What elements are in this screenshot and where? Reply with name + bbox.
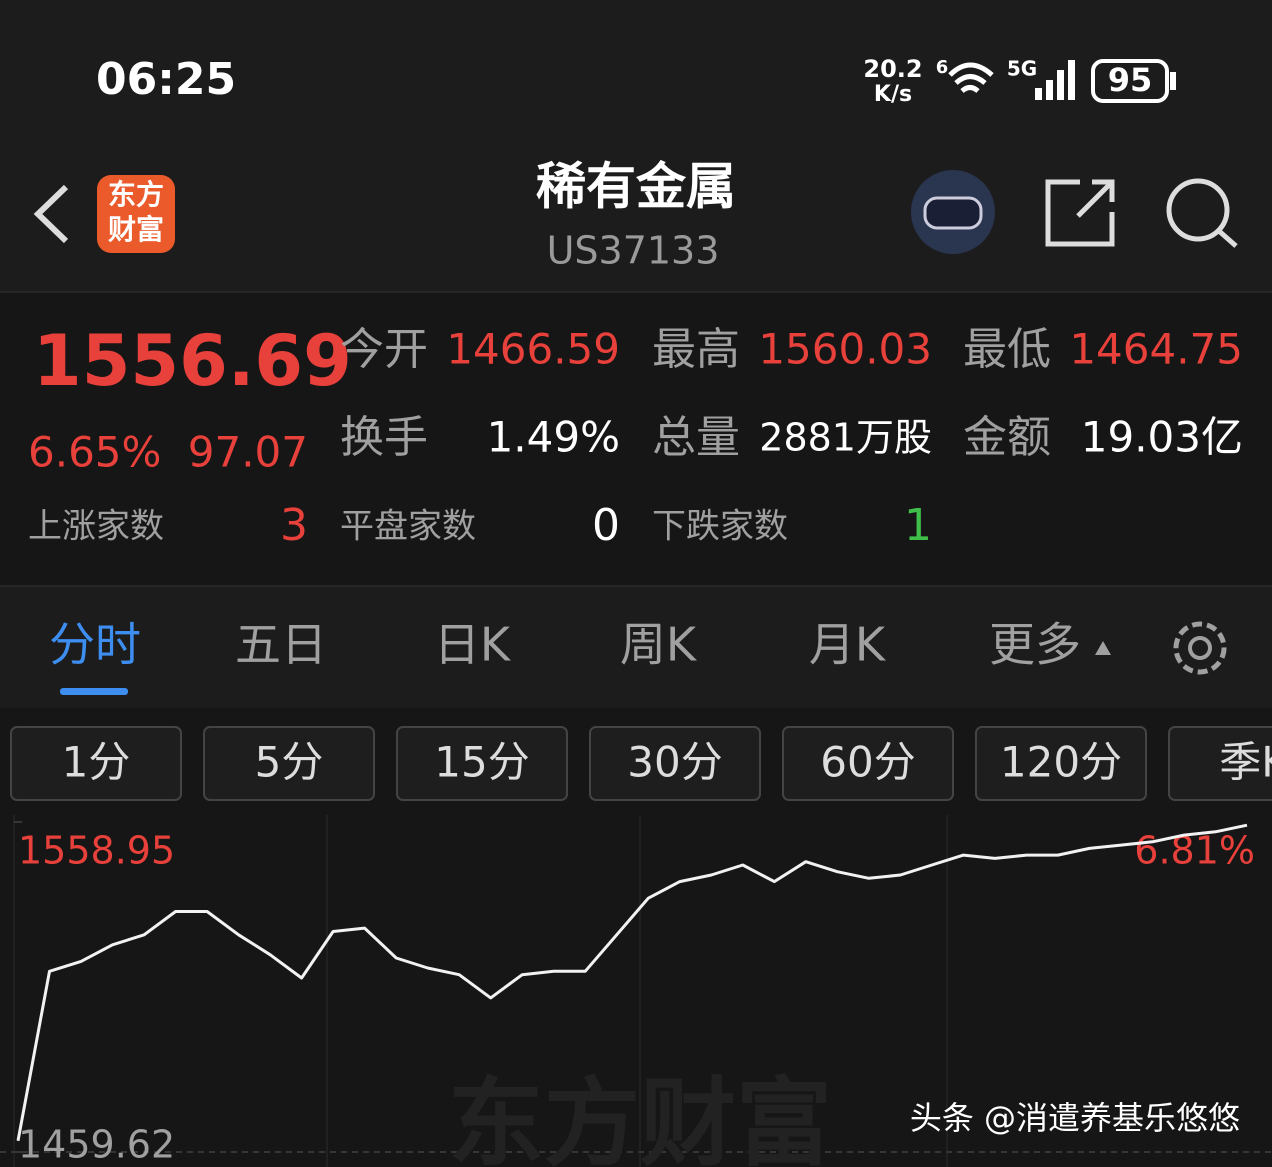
signal-bars bbox=[1035, 60, 1075, 100]
y-tick-label: 1558.95 bbox=[18, 829, 175, 873]
tab[interactable]: 更多 bbox=[989, 618, 1081, 672]
wifi-badge: 6 bbox=[936, 57, 949, 78]
back-button[interactable] bbox=[33, 184, 69, 244]
period-label: 季K bbox=[1219, 738, 1272, 787]
period-label: 15分 bbox=[434, 738, 529, 787]
price: 1556.69 bbox=[33, 320, 352, 402]
period-button[interactable] bbox=[396, 726, 568, 801]
battery bbox=[1091, 59, 1169, 103]
battery-level: 95 bbox=[1108, 61, 1153, 99]
period-label: 5分 bbox=[255, 738, 324, 787]
field-value: 1560.03 bbox=[758, 325, 932, 374]
watermark: 东方财富 bbox=[448, 1067, 832, 1167]
tab[interactable]: 月K bbox=[809, 618, 887, 672]
field-label: 最高 bbox=[652, 324, 740, 375]
share-button[interactable] bbox=[1045, 179, 1115, 247]
tab[interactable]: 周K bbox=[620, 618, 698, 672]
period-button[interactable] bbox=[10, 726, 182, 801]
field-value: 1464.75 bbox=[1069, 325, 1243, 374]
more-arrow bbox=[1095, 641, 1111, 655]
search-handle bbox=[1217, 229, 1238, 248]
field-value: 1.49% bbox=[487, 413, 620, 462]
tab[interactable]: 五日 bbox=[235, 618, 327, 672]
period-label: 1分 bbox=[62, 738, 131, 787]
search-button[interactable] bbox=[1166, 178, 1230, 242]
breadth-label: 平盘家数 bbox=[340, 507, 476, 547]
field-value: 1466.59 bbox=[446, 325, 620, 374]
change: 97.07 bbox=[188, 428, 308, 477]
change-pct: 6.65% bbox=[28, 428, 161, 477]
clock: 06:25 bbox=[96, 54, 236, 105]
breadth-label: 上涨家数 bbox=[28, 507, 164, 547]
period-button[interactable] bbox=[203, 726, 375, 801]
price-line bbox=[16, 823, 1248, 1142]
y-tick-label: 1459.62 bbox=[18, 1123, 175, 1167]
tab[interactable]: 日K bbox=[434, 618, 512, 672]
field-value: 19.03亿 bbox=[1081, 413, 1243, 462]
tab[interactable]: 分时 bbox=[49, 618, 141, 672]
breadth-value: 1 bbox=[904, 500, 932, 551]
tab-underline bbox=[60, 688, 128, 695]
period-button[interactable] bbox=[1168, 726, 1272, 801]
field-label: 最低 bbox=[963, 324, 1051, 375]
credit: 头条 @消遣养基乐悠悠 bbox=[910, 1099, 1240, 1137]
logo-text: 财富 bbox=[108, 213, 164, 246]
field-label: 今开 bbox=[340, 324, 428, 375]
period-button[interactable] bbox=[589, 726, 761, 801]
wifi-icon bbox=[948, 62, 994, 93]
signal-type: 5G bbox=[1007, 57, 1037, 81]
field-label: 总量 bbox=[652, 412, 740, 463]
logo-text: 东方 bbox=[108, 178, 164, 211]
title: 稀有金属 bbox=[536, 158, 736, 216]
code: US37133 bbox=[547, 229, 720, 273]
app-logo[interactable] bbox=[97, 175, 175, 253]
field-label: 换手 bbox=[340, 412, 428, 463]
settings-button[interactable] bbox=[1173, 621, 1227, 675]
period-button[interactable] bbox=[975, 726, 1147, 801]
pct-label: 6.81% bbox=[1134, 829, 1255, 873]
period-button[interactable] bbox=[782, 726, 954, 801]
breadth-value: 3 bbox=[280, 500, 308, 551]
battery-tip bbox=[1170, 72, 1176, 90]
breadth-value: 0 bbox=[592, 500, 620, 551]
net-speed: 20.2 bbox=[863, 55, 922, 83]
assistant-face bbox=[923, 196, 983, 230]
settings-hub bbox=[1188, 636, 1212, 660]
period-label: 60分 bbox=[820, 738, 915, 787]
period-label: 120分 bbox=[1000, 738, 1122, 787]
tabs-bg bbox=[0, 586, 1272, 708]
net-unit: K/s bbox=[874, 82, 912, 107]
breadth-label: 下跌家数 bbox=[652, 507, 788, 547]
period-label: 30分 bbox=[627, 738, 722, 787]
field-value: 2881万股 bbox=[759, 416, 932, 460]
field-label: 金额 bbox=[963, 412, 1051, 463]
